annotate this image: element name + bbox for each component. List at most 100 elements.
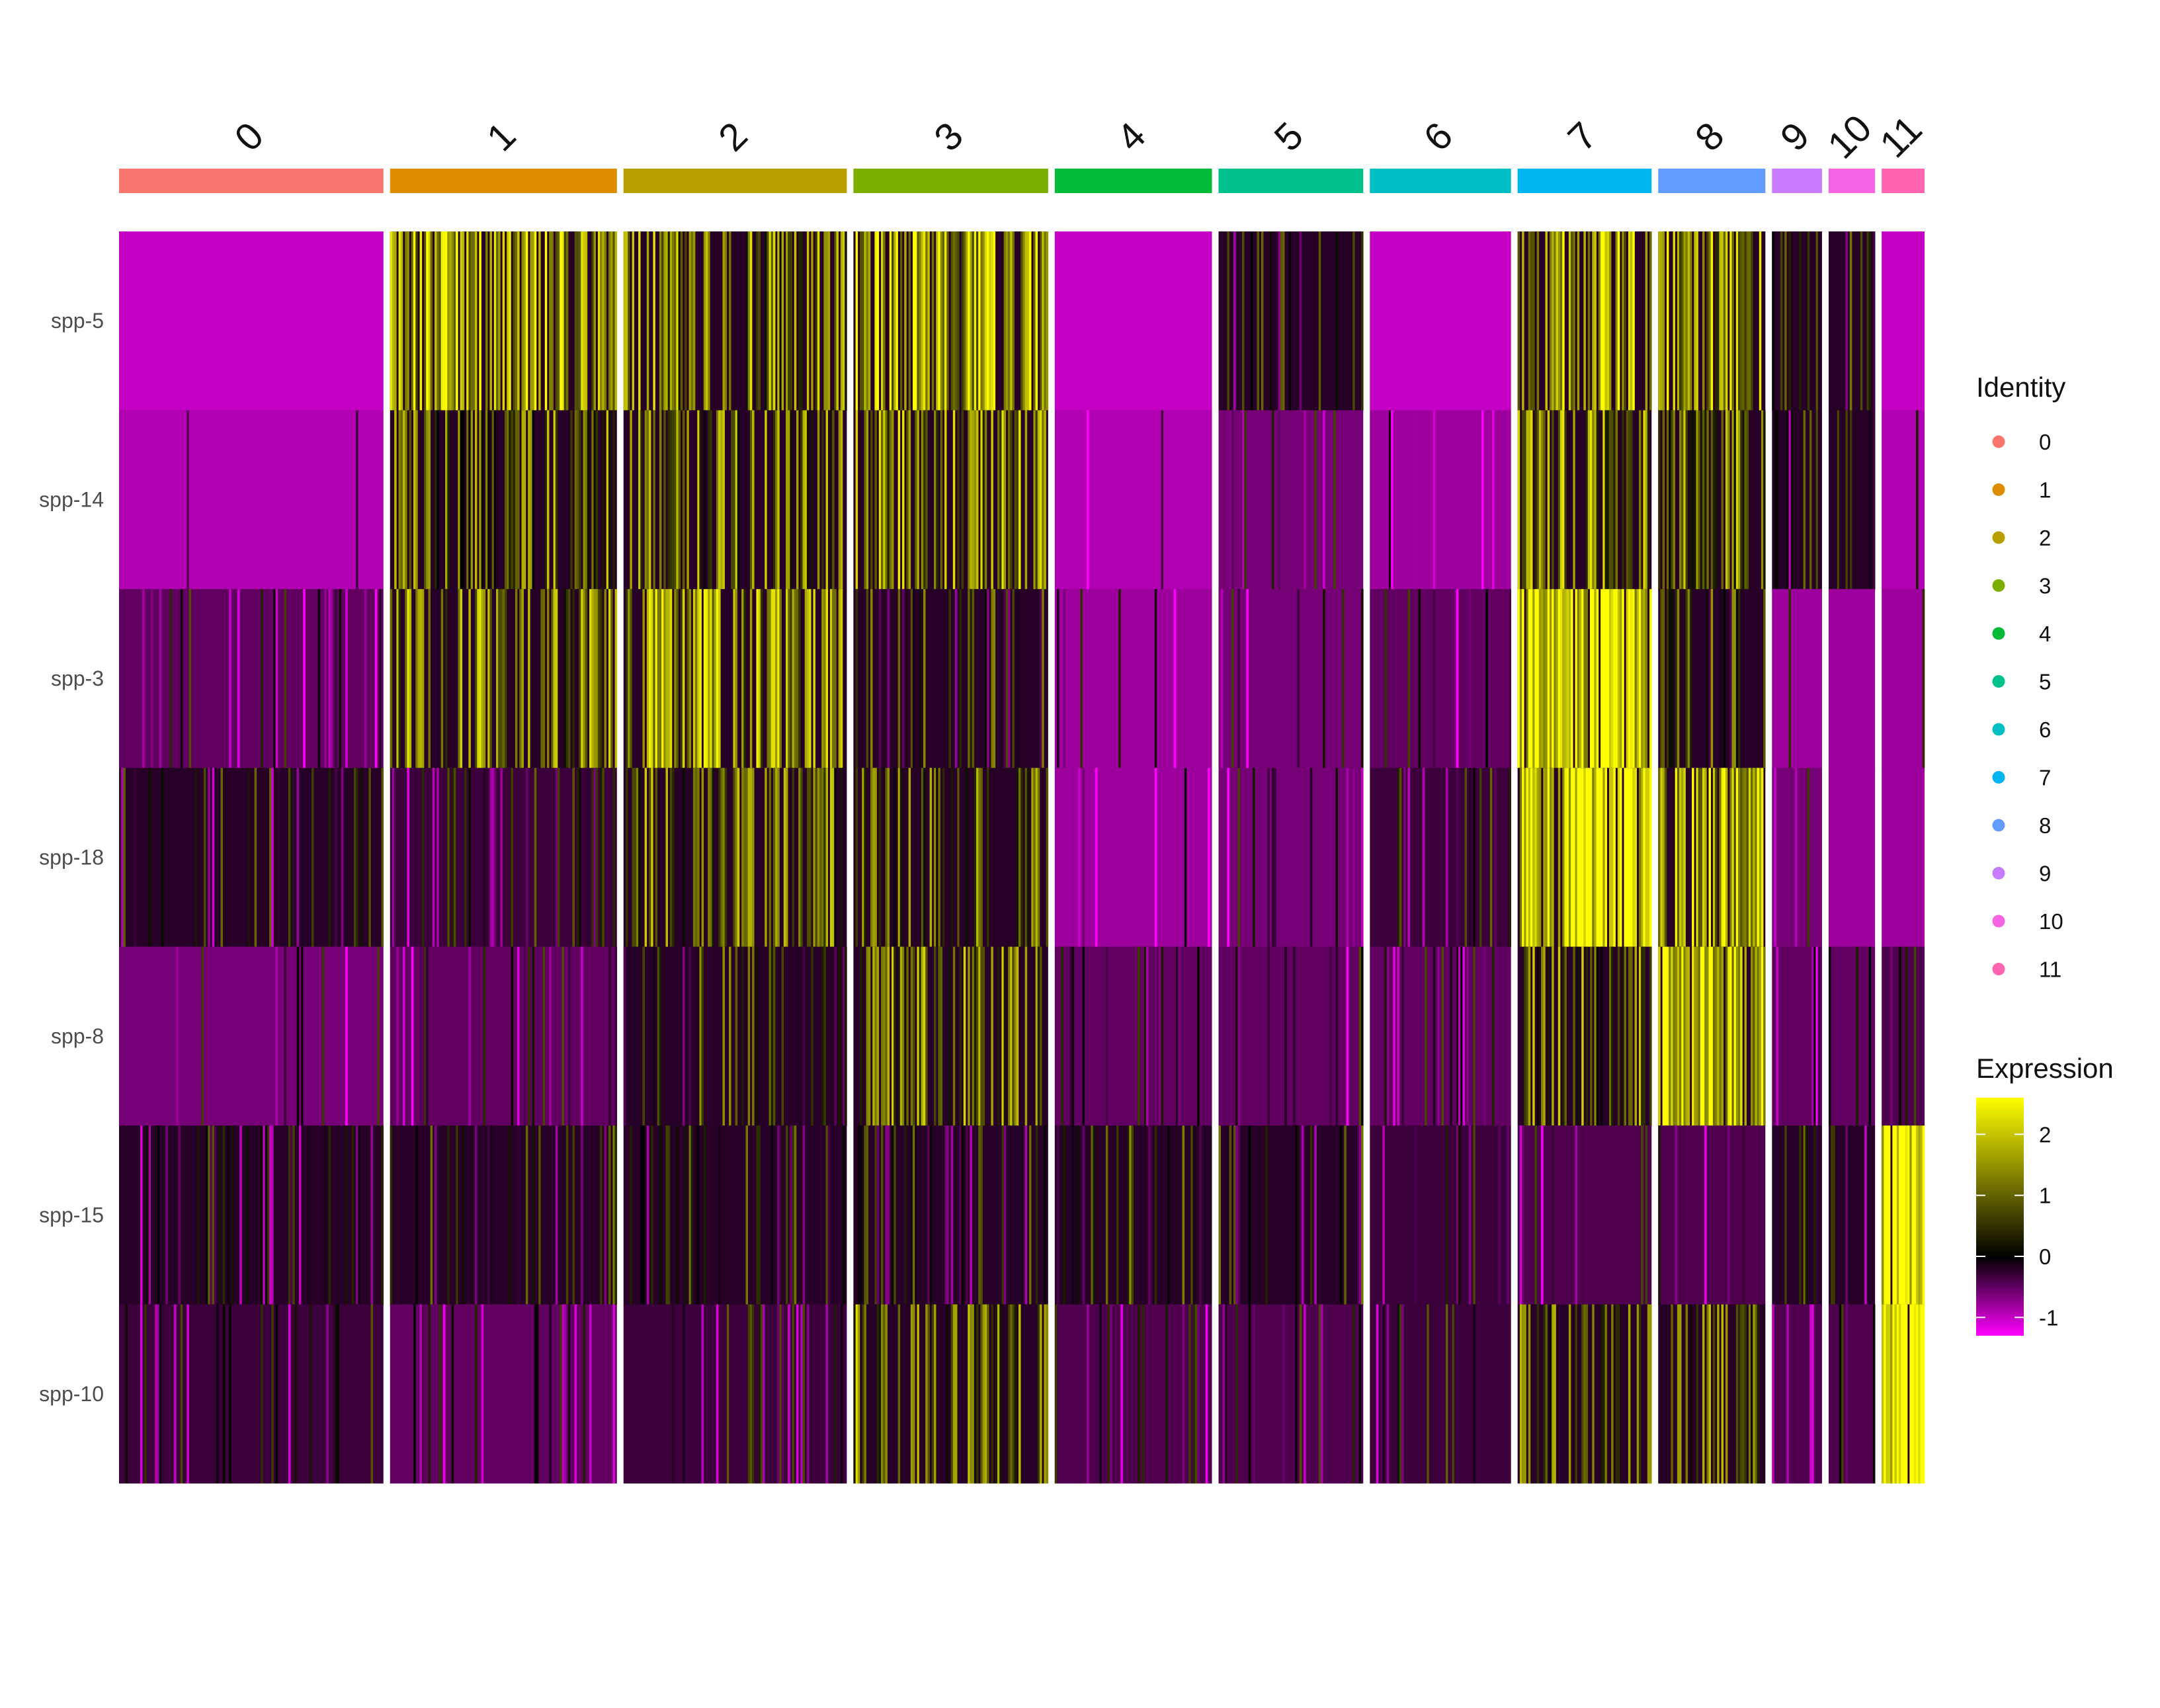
svg-text:5: 5: [2039, 670, 2051, 694]
heat-cell-spp-15-7: [1517, 1125, 1652, 1305]
heat-cell-spp-8-7: [1517, 946, 1652, 1126]
cluster-bar-5: [1218, 169, 1364, 193]
identity-legend-item-5: 5: [1992, 670, 2051, 694]
identity-legend-item-9: 9: [1992, 862, 2051, 886]
cluster-bar-2: [623, 169, 847, 193]
cluster-bar-10: [1828, 169, 1876, 193]
heat-cell-spp-14-3: [853, 410, 1048, 590]
svg-text:0: 0: [2039, 430, 2051, 454]
heat-cell-spp-5-11: [1882, 231, 1925, 411]
heat-cell-spp-18-5: [1218, 768, 1364, 948]
heat-cell-spp-8-10: [1828, 946, 1876, 1126]
expression-tick--1: -1: [1976, 1305, 2058, 1330]
heat-cell-spp-14-6: [1370, 410, 1511, 590]
expression-tick-0: 0: [1976, 1244, 2051, 1269]
heat-cell-spp-10-10: [1828, 1304, 1876, 1484]
heat-cell-spp-15-10: [1828, 1125, 1876, 1305]
heat-cell-spp-18-8: [1658, 768, 1766, 948]
gene-label-spp-15: spp-15: [39, 1203, 104, 1227]
svg-text:8: 8: [2039, 813, 2051, 838]
gene-label-spp-5: spp-5: [51, 309, 104, 333]
gene-labels: spp-5 spp-14 spp-3 spp-18 spp-8 spp-15 spp-10: [39, 309, 104, 1406]
heat-cell-spp-18-10: [1828, 768, 1876, 948]
heat-cell-spp-14-8: [1658, 410, 1766, 590]
heat-cell-spp-18-11: [1882, 768, 1925, 948]
heat-cell-spp-5-4: [1054, 231, 1212, 411]
cluster-label-9: 9: [1772, 114, 1818, 159]
heat-cell-spp-14-0: [119, 410, 384, 590]
heat-cell-spp-18-1: [390, 768, 617, 948]
heat-cell-spp-15-4: [1054, 1125, 1212, 1305]
cluster-label-5: 5: [1266, 114, 1311, 159]
heat-cell-spp-18-4: [1054, 768, 1212, 948]
heat-cell-spp-3-4: [1054, 589, 1212, 768]
heat-cell-spp-5-5: [1218, 231, 1364, 411]
cluster-label-1: 1: [479, 114, 524, 159]
heat-cell-spp-10-8: [1658, 1304, 1766, 1484]
heat-cell-spp-18-2: [623, 768, 847, 948]
heat-cell-spp-3-11: [1882, 589, 1925, 768]
identity-legend-title: Identity: [1976, 372, 2065, 403]
cluster-label-11: 11: [1872, 108, 1931, 167]
cluster-color-bar: [119, 169, 1925, 193]
heat-cell-spp-10-0: [119, 1304, 384, 1484]
identity-legend-item-6: 6: [1992, 717, 2051, 742]
heat-cell-spp-5-1: [390, 231, 618, 411]
heat-cell-spp-14-10: [1828, 410, 1876, 590]
heat-cell-spp-15-5: [1218, 1125, 1364, 1305]
heat-cell-spp-3-9: [1772, 589, 1822, 768]
cluster-bar-1: [390, 169, 617, 193]
svg-text:0: 0: [2039, 1244, 2051, 1269]
heat-cell-spp-10-7: [1517, 1304, 1652, 1484]
heat-cell-spp-8-2: [623, 946, 847, 1126]
heat-cell-spp-8-5: [1218, 946, 1364, 1126]
heat-cell-spp-5-8: [1658, 231, 1766, 411]
identity-legend-item-10: 10: [1992, 909, 2063, 934]
svg-text:1: 1: [2039, 478, 2051, 503]
heat-cell-spp-5-9: [1772, 231, 1822, 411]
heat-cell-spp-15-0: [119, 1125, 384, 1305]
cluster-bar-9: [1772, 169, 1822, 193]
heat-cell-spp-5-6: [1370, 231, 1511, 411]
heat-cell-spp-5-7: [1517, 231, 1652, 411]
svg-text:1: 1: [2039, 1184, 2051, 1208]
heat-cell-spp-8-6: [1370, 946, 1511, 1126]
gene-label-spp-18: spp-18: [39, 846, 104, 870]
svg-text:9: 9: [2039, 862, 2051, 886]
cluster-label-8: 8: [1687, 114, 1733, 159]
heat-cell-spp-5-3: [853, 231, 1049, 411]
cluster-label-2: 2: [710, 114, 756, 159]
svg-text:6: 6: [2039, 717, 2051, 742]
heat-cell-spp-3-7: [1517, 589, 1652, 768]
heat-cell-spp-10-6: [1370, 1304, 1511, 1484]
heat-cell-spp-5-0: [119, 231, 384, 411]
heat-cell-spp-18-7: [1517, 768, 1652, 948]
heat-cell-spp-14-4: [1054, 410, 1212, 590]
heat-cell-spp-14-2: [623, 410, 847, 590]
heat-cell-spp-15-6: [1370, 1125, 1511, 1305]
heat-cell-spp-8-4: [1054, 946, 1212, 1126]
heat-cell-spp-15-8: [1658, 1125, 1766, 1305]
heat-cell-spp-10-5: [1218, 1304, 1364, 1484]
heat-cell-spp-8-9: [1772, 946, 1822, 1126]
heat-cell-spp-14-5: [1218, 410, 1364, 590]
svg-text:7: 7: [2039, 766, 2051, 790]
cluster-label-4: 4: [1108, 114, 1154, 159]
heat-cell-spp-8-8: [1658, 946, 1766, 1126]
cluster-label-10: 10: [1819, 106, 1880, 167]
heat-cell-spp-3-10: [1828, 589, 1876, 768]
gene-label-spp-8: spp-8: [51, 1024, 104, 1048]
heat-cell-spp-14-11: [1882, 410, 1925, 590]
heat-cell-spp-10-1: [390, 1304, 617, 1484]
cluster-bar-7: [1517, 169, 1652, 193]
heatmap-body: [119, 231, 1925, 1484]
cluster-bar-6: [1370, 169, 1511, 193]
svg-text:2: 2: [2039, 1122, 2051, 1147]
heat-cell-spp-14-7: [1517, 410, 1652, 590]
cluster-label-7: 7: [1559, 114, 1605, 159]
heat-cell-spp-3-6: [1370, 589, 1511, 768]
heat-cell-spp-10-2: [623, 1304, 847, 1484]
heat-cell-spp-3-3: [853, 589, 1048, 768]
